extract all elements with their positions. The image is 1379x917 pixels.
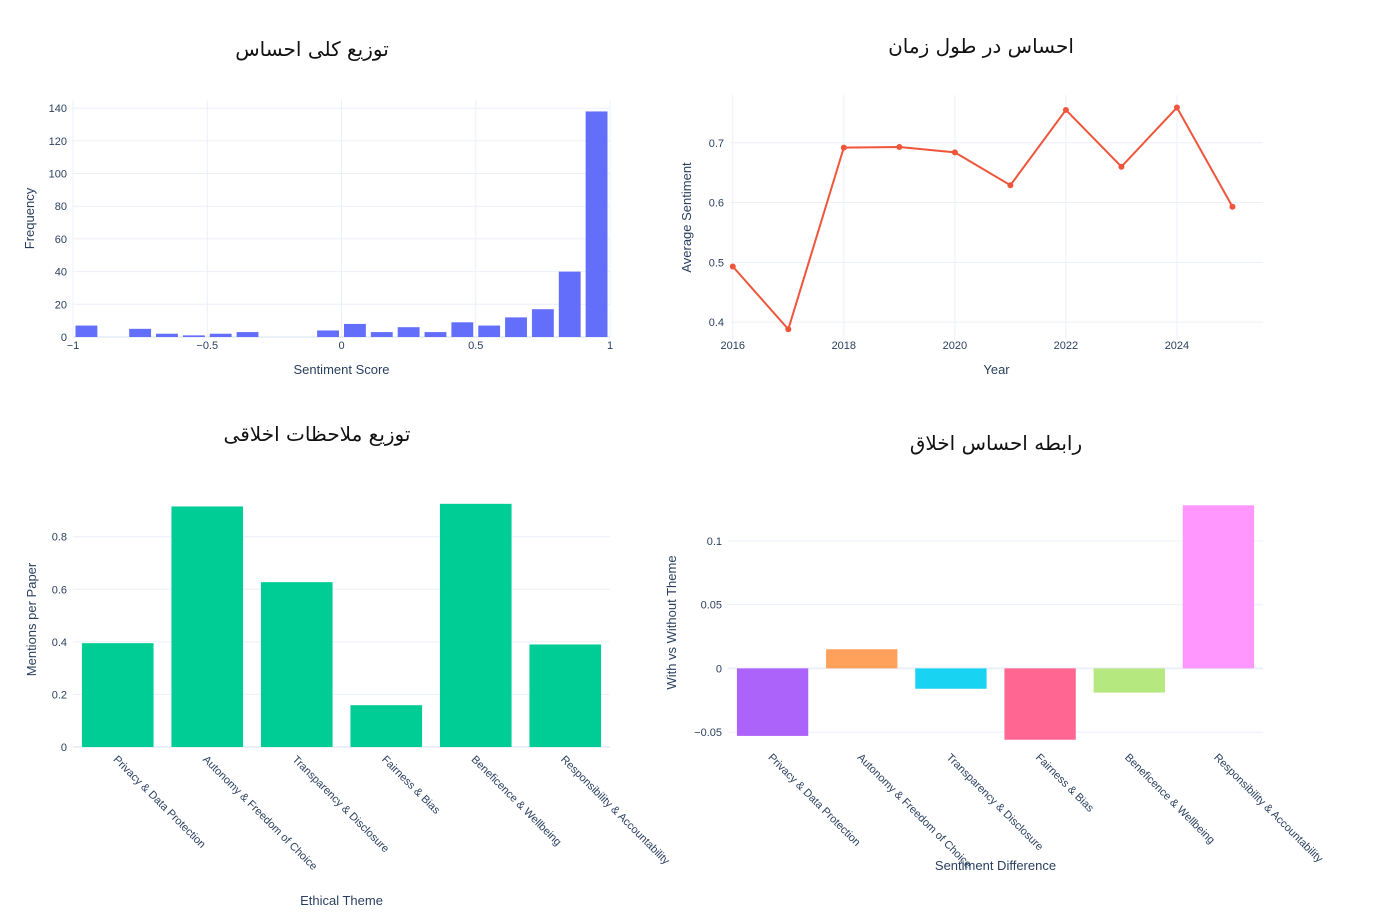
- data-point: [840, 144, 847, 151]
- bar-autonomy-and-freedom-of-choice: [826, 649, 898, 669]
- y-tick-label: 0.6: [52, 584, 67, 596]
- y-tick-label: 0.8: [52, 532, 67, 544]
- chart-title: توزیع ملاحظات اخلاقی: [224, 422, 411, 446]
- y-tick-label: 0.4: [52, 637, 67, 649]
- y-tick-label: 0.4: [709, 317, 724, 329]
- x-tick-label: Transparency & Disclosure: [290, 754, 392, 856]
- data-point: [1062, 106, 1069, 113]
- x-tick-label: Fairness & Bias: [379, 754, 442, 817]
- x-tick-label: Beneficence & Wellbeing: [1122, 752, 1217, 847]
- x-axis-title: Sentiment Score: [293, 362, 389, 377]
- x-tick-label: 0: [338, 340, 344, 352]
- bar-responsibility-and-accountability: [1182, 505, 1255, 669]
- y-tick-label: 0.1: [707, 536, 722, 548]
- y-axis-title: With vs Without Theme: [664, 555, 679, 689]
- sentiment-line: [732, 105, 1234, 332]
- y-axis-title: Average Sentiment: [679, 162, 694, 273]
- data-point: [1173, 104, 1180, 111]
- x-tick-label: 2016: [721, 340, 745, 352]
- y-tick-label: 60: [55, 234, 67, 246]
- x-tick-label: 2020: [943, 340, 967, 352]
- y-tick-label: 0.7: [709, 138, 724, 150]
- y-tick-label: 20: [55, 299, 67, 311]
- bar-beneficence-and-wellbeing: [1093, 668, 1165, 693]
- histogram-bar: [558, 271, 581, 337]
- x-tick-label: −1: [67, 340, 80, 352]
- chart-title: احساس در طول زمان: [888, 34, 1074, 58]
- bar-transparency-and-disclosure: [260, 582, 333, 747]
- chart-themes: توزیع ملاحظات اخلاقی 0 0.2 0.4 0.6 0.8 Privacy…: [24, 422, 672, 908]
- histogram-bar: [370, 332, 393, 337]
- histogram-bar: [397, 327, 420, 337]
- data-point: [951, 149, 958, 156]
- x-tick-label: 2022: [1054, 340, 1078, 352]
- bar-fairness-and-bias: [1004, 668, 1076, 740]
- histogram-bar: [505, 317, 527, 337]
- histogram-bar: [182, 335, 205, 337]
- data-point: [729, 263, 736, 270]
- y-tick-label: 0.2: [52, 689, 67, 701]
- histogram-bar: [531, 309, 554, 337]
- x-tick-label: −0.5: [196, 340, 218, 352]
- y-tick-label: 0.6: [709, 198, 724, 210]
- x-tick-label: Fairness & Bias: [1033, 752, 1096, 815]
- y-tick-label: 0: [61, 332, 67, 344]
- bar-fairness-and-bias: [350, 705, 423, 747]
- histogram-bar: [585, 111, 608, 337]
- histogram-bar: [451, 322, 474, 337]
- histogram-bar: [344, 323, 366, 337]
- data-point: [896, 143, 903, 150]
- chart-title: توزیع کلی احساس: [235, 37, 389, 61]
- y-tick-label: −0.05: [694, 727, 722, 739]
- bar-autonomy-and-freedom-of-choice: [171, 506, 244, 747]
- histogram-bar: [317, 330, 339, 337]
- bar-responsibility-and-accountability: [529, 644, 602, 747]
- chart-diff: رابطه احساس اخلاق −0.05 0 0.05 0.1 Privacy & …: [664, 431, 1325, 873]
- data-point: [785, 326, 792, 333]
- x-tick-label: Responsibility & Accountability: [558, 754, 672, 868]
- x-axis-title: Ethical Theme: [300, 893, 383, 908]
- x-tick-label: Privacy & Data Protection: [765, 752, 862, 849]
- x-tick-label: 0.5: [468, 340, 483, 352]
- bar-privacy-and-data-protection: [736, 668, 809, 736]
- y-tick-label: 0: [61, 742, 67, 754]
- y-tick-label: 0: [716, 663, 722, 675]
- y-tick-label: 100: [49, 169, 67, 181]
- x-tick-label: 2018: [832, 340, 856, 352]
- histogram-bar: [156, 333, 178, 337]
- x-tick-label: Responsibility & Accountability: [1211, 752, 1325, 866]
- y-tick-label: 140: [49, 103, 67, 115]
- x-axis-title: Sentiment Difference: [935, 858, 1056, 873]
- histogram-bar: [478, 325, 501, 337]
- data-point: [1118, 163, 1125, 170]
- histogram-bar: [236, 332, 259, 337]
- y-tick-label: 0.5: [709, 257, 724, 269]
- histogram-bar: [424, 332, 447, 337]
- x-tick-label: 1: [607, 340, 613, 352]
- chart-title: رابطه احساس اخلاق: [910, 431, 1082, 455]
- x-tick-label: Transparency & Disclosure: [944, 752, 1046, 854]
- data-point: [1229, 203, 1236, 210]
- y-tick-label: 0.05: [701, 600, 722, 612]
- x-axis-title: Year: [983, 362, 1010, 377]
- chart-hist: توزیع کلی احساس 0 20 40 60 80 100 120 140 −1 −0.5 0…: [22, 37, 613, 377]
- bar-beneficence-and-wellbeing: [439, 503, 512, 747]
- y-axis-title: Mentions per Paper: [24, 562, 39, 676]
- y-tick-label: 120: [49, 136, 67, 148]
- histogram-bar: [75, 325, 98, 337]
- x-tick-label: Beneficence & Wellbeing: [469, 754, 564, 849]
- bar-privacy-and-data-protection: [81, 643, 154, 747]
- x-tick-label: 2024: [1165, 340, 1189, 352]
- data-point: [1007, 182, 1014, 189]
- y-tick-label: 80: [55, 201, 67, 213]
- y-tick-label: 40: [55, 267, 67, 279]
- histogram-bar: [129, 328, 152, 337]
- histogram-bar: [209, 333, 232, 337]
- x-tick-label: Privacy & Data Protection: [111, 754, 208, 851]
- chart-line: احساس در طول زمان 0.4 0.5 0.6 0.7 2016 2018 202…: [679, 34, 1263, 377]
- bar-transparency-and-disclosure: [915, 668, 987, 689]
- y-axis-title: Frequency: [22, 187, 37, 249]
